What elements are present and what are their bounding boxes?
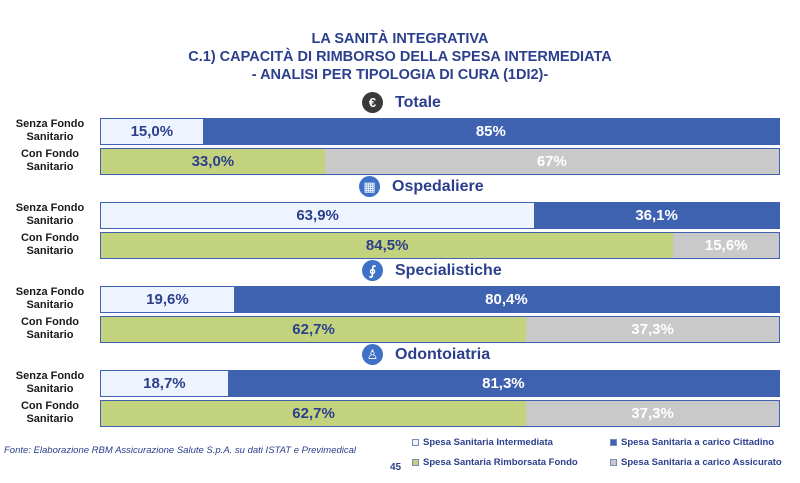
legend-label: Spesa Santaria Rimborsata Fondo	[423, 457, 578, 468]
legend-swatch	[412, 439, 419, 446]
legend-item: Spesa Santaria Rimborsata Fondo	[412, 457, 578, 468]
group-heading-odontoiatria: ♙ Odontoiatria	[362, 344, 490, 365]
bar-segment: 33,0%	[101, 149, 325, 174]
group-name: Totale	[395, 93, 441, 111]
bar-row: 18,7% 81,3%	[100, 370, 780, 397]
bar-segment: 37,3%	[526, 317, 779, 342]
bar-segment: 67%	[324, 149, 779, 174]
stethoscope-icon: ∮	[362, 260, 383, 281]
group-name: Odontoiatria	[395, 345, 491, 363]
legend-label: Spesa Sanitaria Intermediata	[423, 437, 553, 448]
bar-segment: 84,5%	[101, 233, 674, 258]
legend-item: Spesa Sanitaria a carico Cittadino	[610, 437, 774, 448]
bar-segment: 15,6%	[673, 233, 779, 258]
page-number: 45	[390, 462, 402, 473]
row-label: Senza Fondo Sanitario	[15, 202, 85, 227]
bar-segment: 15,0%	[101, 119, 203, 144]
bar-row: 63,9% 36,1%	[100, 202, 780, 229]
title-line-3: - ANALISI PER TIPOLOGIA DI CURA (1DI2)-	[251, 67, 549, 83]
bar-segment: 62,7%	[101, 401, 527, 426]
group-name: Specialistiche	[395, 261, 502, 279]
row-label: Senza Fondo Sanitario	[15, 370, 85, 395]
row-label: Con Fondo Sanitario	[20, 316, 80, 341]
title-line-2: C.1) CAPACITÀ DI RIMBORSO DELLA SPESA IN…	[188, 49, 612, 65]
legend-swatch	[610, 459, 617, 466]
legend-label: Spesa Sanitaria a carico Cittadino	[621, 437, 775, 448]
legend-item: Spesa Sanitaria Intermediata	[412, 437, 553, 448]
row-label: Con Fondo Sanitario	[20, 148, 80, 173]
bar-segment: 37,3%	[526, 401, 779, 426]
row-label: Con Fondo Sanitario	[20, 232, 80, 257]
bar-row: 62,7% 37,3%	[100, 400, 780, 427]
bar-segment: 19,6%	[101, 287, 234, 312]
bar-row: 15,0% 85%	[100, 118, 780, 145]
tooth-icon: ♙	[362, 344, 383, 365]
group-heading-specialistiche: ∮ Specialistiche	[362, 260, 502, 281]
group-heading-ospedaliere: ▦ Ospedaliere	[359, 176, 484, 197]
bar-row: 19,6% 80,4%	[100, 286, 780, 313]
group-heading-totale: € Totale	[362, 92, 441, 113]
bar-row: 33,0% 67%	[100, 148, 780, 175]
bar-segment: 85%	[202, 119, 779, 144]
bar-row: 62,7% 37,3%	[100, 316, 780, 343]
hospital-icon: ▦	[359, 176, 380, 197]
bar-segment: 81,3%	[227, 371, 779, 396]
group-name: Ospedaliere	[392, 177, 484, 195]
bar-row: 84,5% 15,6%	[100, 232, 780, 259]
euro-icon: €	[362, 92, 383, 113]
legend-item: Spesa Sanitaria a carico Assicurato	[610, 457, 782, 468]
chart-title: LA SANITÀ INTEGRATIVA C.1) CAPACITÀ DI R…	[0, 30, 800, 84]
bar-segment: 62,7%	[101, 317, 527, 342]
legend-swatch	[412, 459, 419, 466]
title-line-1: LA SANITÀ INTEGRATIVA	[311, 31, 489, 47]
bar-segment: 80,4%	[233, 287, 779, 312]
bar-segment: 63,9%	[101, 203, 535, 228]
source-note: Fonte: Elaborazione RBM Assicurazione Sa…	[4, 445, 357, 456]
legend-label: Spesa Sanitaria a carico Assicurato	[621, 457, 782, 468]
row-label: Senza Fondo Sanitario	[15, 118, 85, 143]
row-label: Senza Fondo Sanitario	[15, 286, 85, 311]
bar-segment: 18,7%	[101, 371, 228, 396]
legend-swatch	[610, 439, 617, 446]
bar-segment: 36,1%	[534, 203, 779, 228]
row-label: Con Fondo Sanitario	[20, 400, 80, 425]
